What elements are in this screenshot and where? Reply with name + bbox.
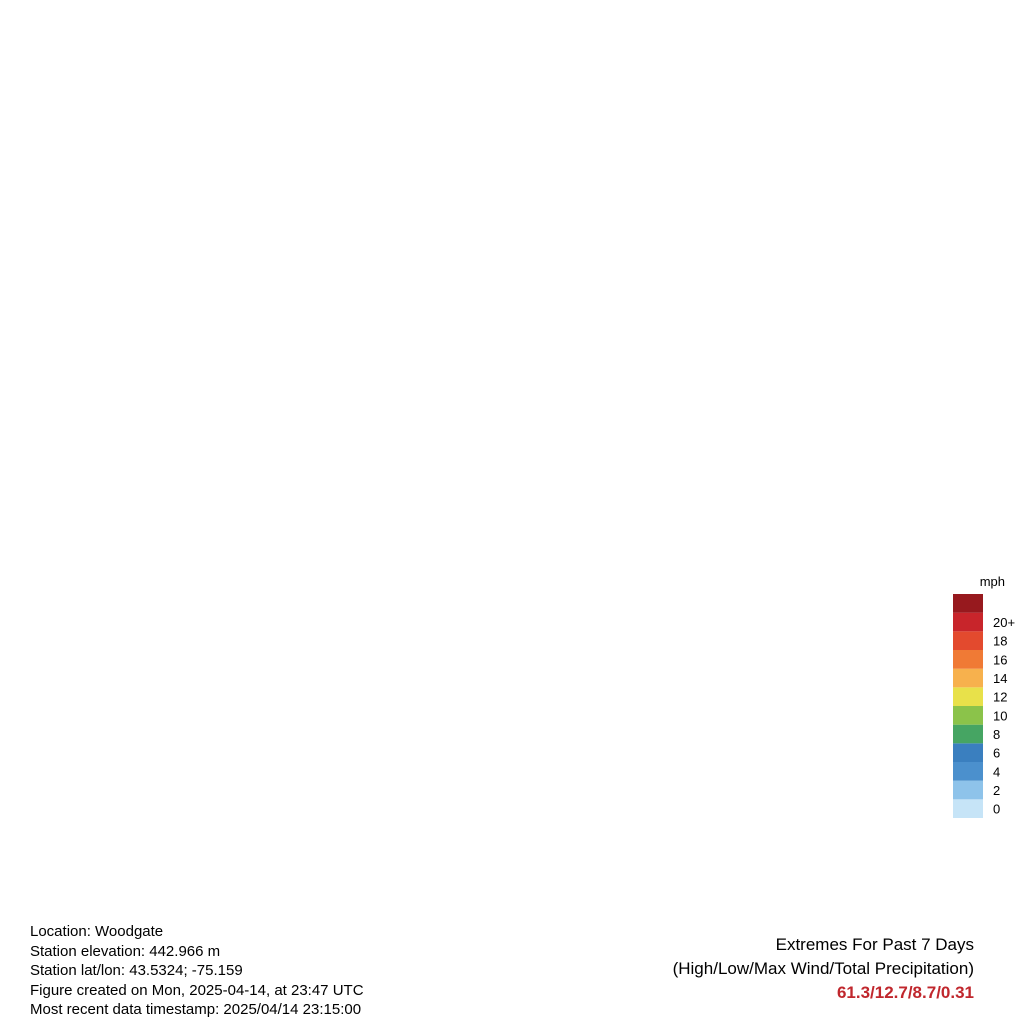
colorbar-swatch xyxy=(953,650,983,669)
colorbar-swatch xyxy=(953,631,983,650)
station-info: Location: Woodgate Station elevation: 44… xyxy=(30,922,364,1020)
extremes-values: 61.3/12.7/8.7/0.31 xyxy=(836,983,974,1002)
colorbar-label: 18 xyxy=(993,634,1007,649)
colorbar-label: 2 xyxy=(993,783,1000,798)
colorbar-swatch xyxy=(953,724,983,744)
colorbar-swatch xyxy=(953,612,983,632)
colorbar-swatch xyxy=(953,687,983,706)
colorbar-swatch xyxy=(953,594,983,613)
extremes-subtitle: (High/Low/Max Wind/Total Precipitation) xyxy=(672,959,974,978)
colorbar-label: 20+ xyxy=(993,615,1015,630)
data-timestamp: Most recent data timestamp: 2025/04/14 2… xyxy=(30,1001,362,1018)
colorbar-label: 0 xyxy=(993,802,1000,817)
colorbar-label: 6 xyxy=(993,746,1000,761)
colorbar-swatch xyxy=(953,799,983,818)
colorbar-swatch xyxy=(953,743,983,762)
colorbar-swatch xyxy=(953,762,983,781)
colorbar-label: 16 xyxy=(993,652,1007,667)
colorbar-label: 4 xyxy=(993,764,1000,779)
speed-colorbar: mph 0 2 4 6 8 10 12 14 16 18 20+ xyxy=(953,574,1015,818)
colorbar-swatch xyxy=(953,706,983,725)
colorbar-label: 14 xyxy=(993,671,1007,686)
station-latlon: Station lat/lon: 43.5324; -75.159 xyxy=(30,962,243,979)
colorbar-label: 8 xyxy=(993,727,1000,742)
colorbar-title: mph xyxy=(980,574,1005,589)
station-location: Location: Woodgate xyxy=(30,923,164,940)
colorbar-swatch xyxy=(953,780,983,800)
station-elevation: Station elevation: 442.966 m xyxy=(30,942,221,960)
figure-created: Figure created on Mon, 2025-04-14, at 23… xyxy=(30,981,364,999)
extremes-title: Extremes For Past 7 Days xyxy=(775,935,974,954)
colorbar-label: 10 xyxy=(993,708,1007,723)
colorbar-swatch xyxy=(953,668,983,688)
extremes-box: Extremes For Past 7 Days (High/Low/Max W… xyxy=(673,933,974,1005)
colorbar-label: 12 xyxy=(993,690,1007,705)
